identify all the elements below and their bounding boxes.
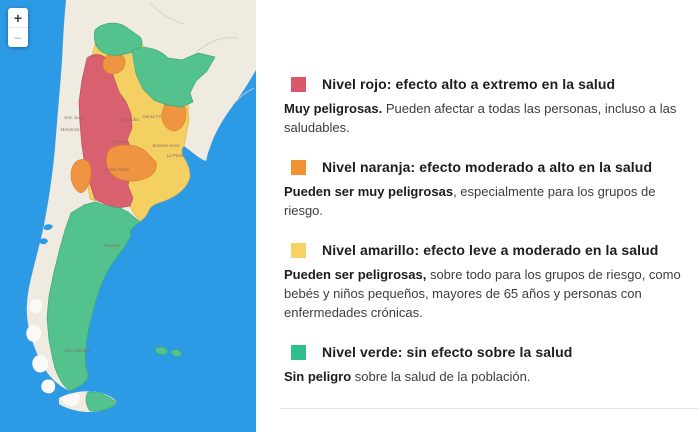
map-canvas[interactable]: San Juan Mendoza Córdoba San Luis Santa Fe Sa…	[0, 0, 256, 432]
orange-level-swatch	[291, 159, 306, 175]
region-green-northeast[interactable]	[131, 47, 216, 108]
green-level-swatch	[291, 344, 306, 360]
legend-item-title: Nivel rojo: efecto alto a extremo en la …	[322, 76, 616, 92]
legend-item-green: Nivel verde: sin efecto sobre la salud S…	[284, 344, 682, 386]
map-label: Mendoza	[61, 127, 80, 132]
map-label: Río Gallegos	[65, 348, 92, 353]
region-green-tierra-del-fuego[interactable]	[85, 391, 118, 412]
map-label: San Juan	[64, 115, 84, 120]
zoom-in-button[interactable]: +	[13, 9, 23, 26]
alert-levels-legend: Nivel rojo: efecto alto a extremo en la …	[256, 0, 700, 432]
region-orange-neuquen	[70, 159, 92, 194]
map-zoom-control: + −	[8, 8, 28, 47]
legend-item-description: Sin peligro sobre la salud de la poblaci…	[284, 369, 531, 384]
map-label: Santa Rosa	[105, 167, 129, 172]
legend-item-title: Nivel verde: sin efecto sobre la salud	[322, 344, 573, 360]
yellow-level-swatch	[291, 242, 306, 258]
map-label: La Plata	[167, 153, 184, 158]
map-label: Santa Fe	[143, 114, 162, 119]
chile-lakes	[39, 224, 53, 245]
map-label: Buenos Aires	[152, 143, 180, 148]
patagonia-icefields	[26, 298, 80, 407]
legend-item-title: Nivel naranja: efecto moderado a alto en…	[322, 159, 653, 175]
region-green-patagonia[interactable]	[46, 201, 141, 392]
zoom-divider	[8, 27, 28, 28]
map-label: Rawson	[104, 243, 121, 248]
region-orange-central	[106, 144, 157, 182]
map-label: Córdoba	[121, 117, 139, 122]
legend-divider	[280, 408, 698, 409]
legend-item-description: Pueden ser muy peligrosas, especialmente…	[284, 184, 656, 218]
regions-orange[interactable]	[70, 52, 187, 194]
country-borders	[149, 1, 255, 107]
map-city-labels: San Juan Mendoza Córdoba San Luis Santa Fe Sa…	[61, 114, 184, 353]
legend-item-description: Muy peligrosas. Pueden afectar a todas l…	[284, 101, 677, 135]
zoom-out-button[interactable]: −	[13, 29, 23, 46]
malvinas-islands	[154, 346, 183, 357]
legend-item-description: Pueden ser peligrosas, sobre todo para l…	[284, 267, 681, 320]
argentina-alert-map[interactable]: San Juan Mendoza Córdoba San Luis Santa Fe Sa…	[0, 0, 256, 432]
legend-item-yellow: Nivel amarillo: efecto leve a moderado e…	[284, 242, 682, 322]
legend-item-red: Nivel rojo: efecto alto a extremo en la …	[284, 76, 682, 137]
legend-item-title: Nivel amarillo: efecto leve a moderado e…	[322, 242, 659, 258]
red-level-swatch	[291, 76, 306, 92]
map-label: San Luis	[111, 139, 130, 144]
legend-item-orange: Nivel naranja: efecto moderado a alto en…	[284, 159, 682, 220]
